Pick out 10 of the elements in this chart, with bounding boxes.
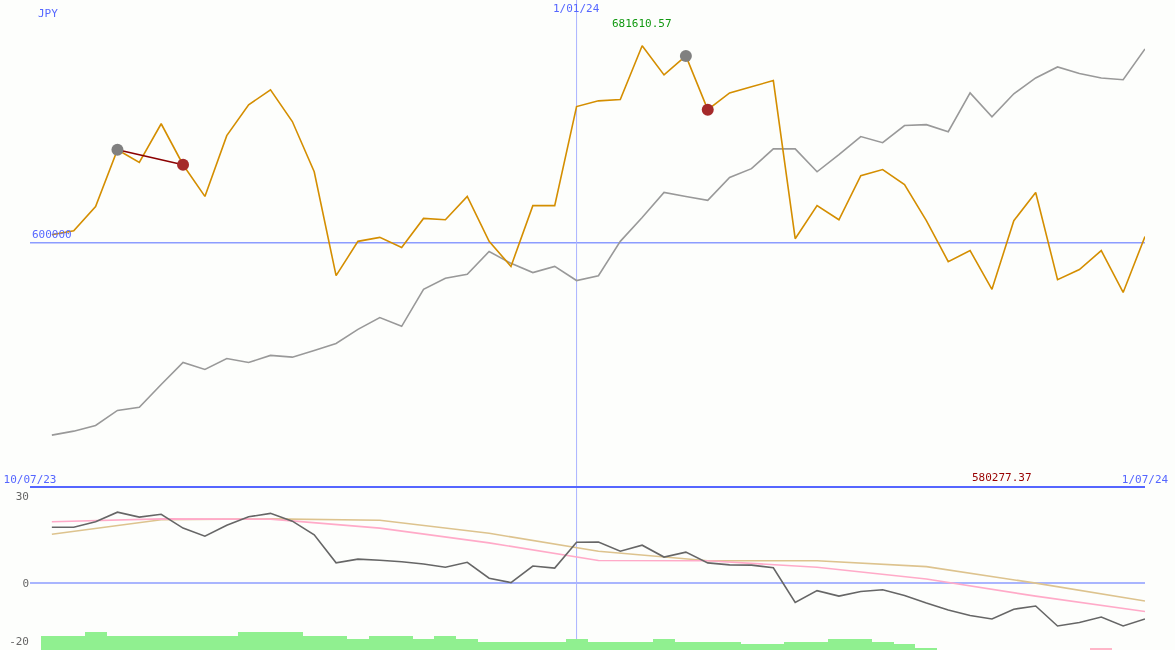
x-tick-label: 1/07/24	[1121, 473, 1169, 487]
text: JPY	[38, 7, 59, 20]
x-tick-label: 10/07/23	[3, 473, 57, 487]
annotation: 600000	[32, 228, 72, 241]
y-tick-label: 30	[15, 490, 29, 504]
y-tick-label: 0	[22, 576, 29, 590]
annotation: 681610.57	[612, 17, 672, 30]
annotation: 580277.37	[972, 471, 1032, 484]
y-tick-label: -20	[9, 634, 29, 648]
ref-line-label: 1/01/24	[553, 2, 600, 15]
